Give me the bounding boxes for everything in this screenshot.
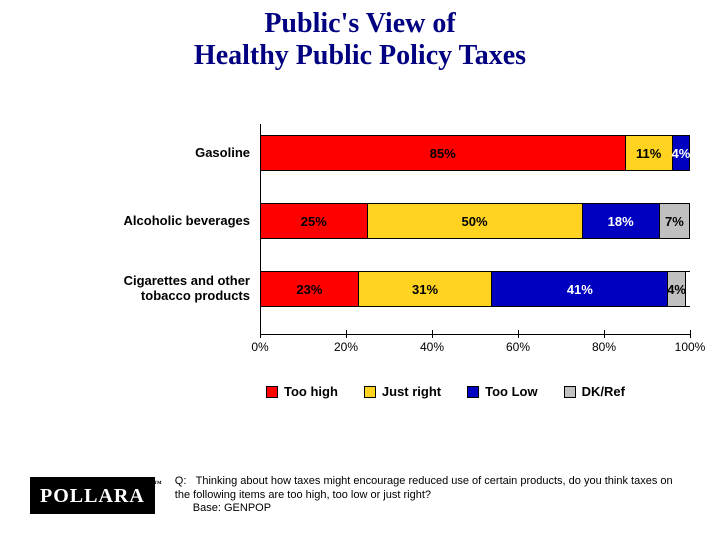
axis-tick	[518, 330, 519, 338]
legend-swatch	[266, 386, 278, 398]
bar-segment: 4%	[668, 272, 685, 306]
axis-tick	[260, 330, 261, 338]
bar-segment: 31%	[359, 272, 492, 306]
legend-swatch	[364, 386, 376, 398]
bar-segment: 25%	[260, 204, 368, 238]
legend-item: Too Low	[467, 384, 537, 399]
legend-item: DK/Ref	[564, 384, 625, 399]
axis-tick	[690, 330, 691, 338]
axis-tick-label: 40%	[420, 340, 444, 354]
x-axis-line	[260, 334, 690, 335]
axis-tick	[346, 330, 347, 338]
chart-row: Gasoline85%11%4%	[90, 130, 690, 176]
bar-segment: 23%	[260, 272, 359, 306]
category-label: Cigarettes and other tobacco products	[90, 274, 260, 304]
bar-track: 85%11%4%	[260, 135, 690, 171]
chart-row: Alcoholic beverages25%50%18%7%	[90, 198, 690, 244]
trademark-icon: ™	[154, 479, 163, 488]
question-base: Base: GENPOP	[193, 502, 271, 514]
logo-text: POLLARA	[40, 485, 145, 507]
question-body: Thinking about how taxes might encourage…	[175, 475, 673, 501]
bar-segment: 7%	[660, 204, 690, 238]
title-line-1: Public's View of	[0, 8, 720, 40]
legend-label: Too Low	[485, 384, 537, 399]
axis-tick-label: 60%	[506, 340, 530, 354]
bar-segment: 85%	[260, 136, 626, 170]
bar-track: 23%31%41%4%	[260, 271, 690, 307]
bar-segment: 41%	[492, 272, 668, 306]
x-axis: 0%20%40%60%80%100%	[260, 334, 690, 354]
legend-label: DK/Ref	[582, 384, 625, 399]
bar-segment: 50%	[368, 204, 583, 238]
legend-label: Just right	[382, 384, 441, 399]
bar-segment: 18%	[583, 204, 660, 238]
axis-tick-label: 0%	[251, 340, 268, 354]
axis-tick	[432, 330, 433, 338]
question-prefix: Q:	[175, 475, 193, 489]
bar-segment: 11%	[626, 136, 673, 170]
legend-item: Just right	[364, 384, 441, 399]
bars-container: Gasoline85%11%4%Alcoholic beverages25%50…	[90, 130, 690, 312]
y-axis-line	[260, 124, 261, 334]
axis-tick-label: 20%	[334, 340, 358, 354]
legend: Too high Just right Too Low DK/Ref	[260, 382, 690, 401]
legend-item: Too high	[266, 384, 338, 399]
axis-tick-label: 100%	[675, 340, 706, 354]
legend-swatch	[564, 386, 576, 398]
question-text-block: Q: Thinking about how taxes might encour…	[175, 475, 690, 516]
legend-label: Too high	[284, 384, 338, 399]
title-line-2: Healthy Public Policy Taxes	[0, 40, 720, 72]
stacked-bar-chart: Gasoline85%11%4%Alcoholic beverages25%50…	[90, 130, 690, 401]
axis-tick-label: 80%	[592, 340, 616, 354]
legend-swatch	[467, 386, 479, 398]
pollara-logo: POLLARA ™	[30, 477, 155, 514]
footer: POLLARA ™ Q: Thinking about how taxes mi…	[30, 475, 690, 516]
bar-track: 25%50%18%7%	[260, 203, 690, 239]
axis-tick	[604, 330, 605, 338]
category-label: Gasoline	[90, 146, 260, 161]
page-title: Public's View of Healthy Public Policy T…	[0, 0, 720, 72]
bar-segment: 4%	[673, 136, 690, 170]
category-label: Alcoholic beverages	[90, 214, 260, 229]
chart-row: Cigarettes and other tobacco products23%…	[90, 266, 690, 312]
